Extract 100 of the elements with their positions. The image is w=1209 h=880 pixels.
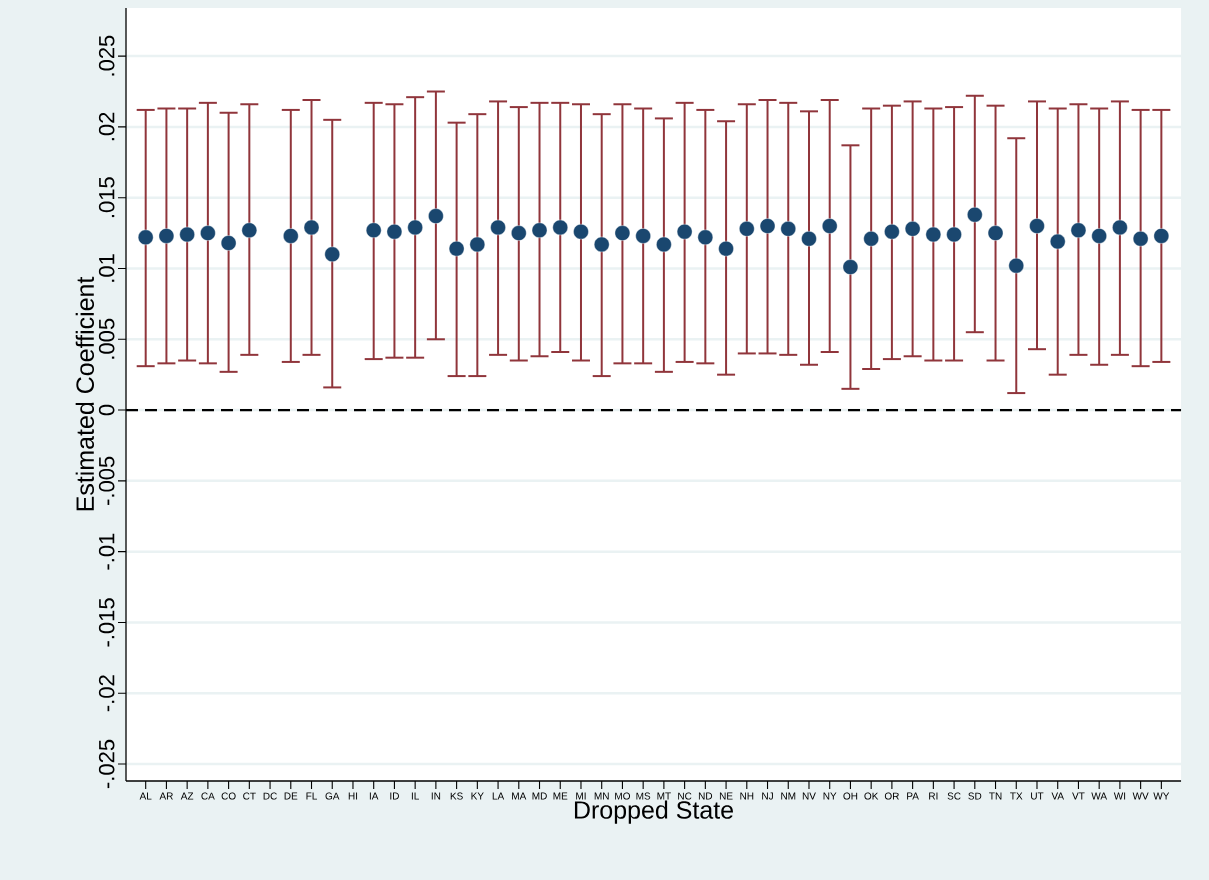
x-tick-label: MD [532,792,547,800]
x-tick-label: TX [1010,792,1023,800]
x-tick-label: PA [907,792,919,800]
x-axis-title: Dropped State [574,800,733,824]
x-tick-label: UT [1031,792,1044,800]
point [884,223,900,240]
y-tick-label: .005 [98,318,115,359]
x-tick-label: FL [306,792,318,800]
y-tick-label: -.02 [98,675,115,712]
y-axis-title: Estimated Coefficient [75,276,95,511]
point [759,218,776,234]
x-tick-label: VT [1072,792,1085,800]
point [366,222,382,238]
point [925,226,942,243]
x-tick-label: WY [1153,792,1170,800]
point [283,228,299,244]
point [220,235,237,251]
x-tick-label: OK [864,792,879,800]
x-tick-label: MS [636,792,651,800]
point [697,229,714,246]
x-tick-label: SC [947,792,961,800]
y-tick-label: .02 [98,112,115,141]
x-tick-label: RI [929,792,938,800]
x-tick-label: MN [594,792,609,800]
x-tick-label: AZ [180,792,194,800]
x-tick-label: LA [492,792,505,800]
x-tick-label: ID [390,792,399,800]
point [158,228,175,244]
x-tick-label: NC [678,792,692,800]
x-tick-label: ND [698,792,713,800]
x-tick-label: CO [221,792,236,800]
point [386,223,403,240]
x-tick-label: CT [243,792,256,800]
point [739,221,755,237]
point [1029,218,1045,234]
point [137,229,154,246]
point [718,240,734,257]
point [987,225,1004,241]
point [1070,222,1087,238]
point [303,219,320,236]
point [469,236,486,253]
x-tick-label: WI [1113,792,1126,800]
x-tick-label: TN [989,792,1002,800]
point [179,226,195,243]
y-tick-label: -.01 [98,533,115,570]
x-tick-label: NM [781,792,796,800]
x-tick-label: OH [843,792,858,800]
point [407,219,423,236]
x-tick-label: MO [615,792,631,800]
x-tick-label: WA [1091,792,1108,800]
point [241,222,258,238]
x-tick-label: DC [263,792,277,800]
x-tick-label: GA [325,792,340,800]
point [842,259,859,275]
x-tick-label: WV [1132,792,1149,800]
point [1008,257,1024,274]
x-tick-label: DE [284,792,298,800]
point [967,206,983,223]
point [1132,231,1149,247]
y-tick-label: .025 [98,35,115,76]
y-tick-label: .01 [98,254,115,282]
point [490,219,506,236]
y-tick-label: 0 [98,404,115,416]
point [801,231,817,247]
y-tick-label: -.005 [98,456,115,505]
x-tick-label: NH [740,792,754,800]
x-tick-label: VA [1051,792,1064,800]
point [428,208,444,224]
x-tick-label: MI [576,792,586,800]
point [1153,228,1170,244]
point [448,240,465,257]
x-tick-label: SD [968,792,982,800]
x-tick-label: MA [512,792,527,800]
x-tick-label: NJ [762,792,773,800]
x-tick-label: HI [348,792,358,800]
x-tick-label: OR [884,792,899,800]
point [324,246,340,263]
point [573,223,589,240]
x-tick-label: KS [450,792,463,800]
point [1112,219,1128,236]
point [552,219,568,236]
point [1050,233,1066,250]
x-tick-label: KY [471,792,484,800]
x-tick-label: NE [719,792,733,800]
x-tick-label: IN [431,792,441,800]
point [635,228,651,244]
point [822,218,838,234]
x-tick-label: MT [657,792,671,800]
y-tick-label: .015 [98,177,115,218]
y-tick-label: -.015 [98,598,115,647]
x-tick-label: IA [369,792,379,800]
point [656,236,672,253]
point [946,226,962,243]
point [676,223,693,240]
x-tick-label: IL [411,792,419,800]
point [511,225,527,241]
point [614,225,631,241]
x-tick-label: AR [159,792,173,800]
point [863,231,879,247]
point [200,225,216,241]
